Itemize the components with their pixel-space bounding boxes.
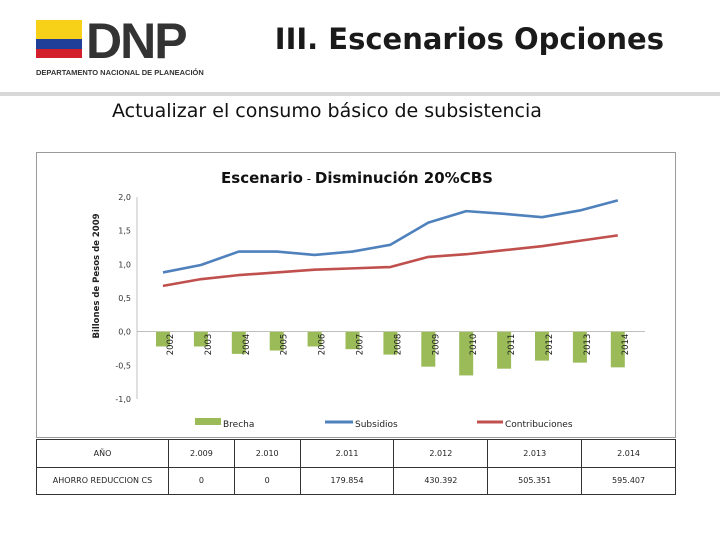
table-cell: 430.392 — [393, 466, 489, 495]
y-tick-label: 1,5 — [118, 227, 131, 236]
x-tick-label: 2013 — [583, 334, 593, 356]
table-cell: 505.351 — [487, 466, 583, 495]
legend-swatch-brecha — [195, 418, 221, 425]
line-contribuciones — [162, 234, 618, 288]
chart-container: Escenario - Disminución 20%CBS 2,0 1,5 1,0 0… — [36, 152, 676, 438]
table-cell: 2.012 — [393, 439, 489, 468]
y-tick-label: -1,0 — [115, 395, 131, 404]
x-tick-label: 2002 — [166, 334, 176, 356]
table-cell: AHORRO REDUCCION CS — [36, 466, 169, 495]
logo-text: DNP — [86, 13, 188, 69]
table-cell: 179.854 — [299, 466, 395, 495]
table-cell: 595.407 — [581, 466, 676, 495]
bar-brecha — [610, 331, 625, 368]
bar-brecha — [231, 331, 246, 354]
header: DNP DEPARTAMENTO NACIONAL DE PLANEACIÓN … — [0, 0, 720, 93]
bar-brecha — [383, 331, 398, 355]
table-header-row: AÑO 2.009 2.010 2.011 2.012 2.013 2.014 — [36, 439, 676, 468]
bar-brecha — [269, 331, 284, 351]
y-tick-label: 1,0 — [118, 260, 131, 269]
chart-title-part: Escenario — [221, 169, 303, 187]
bar-brecha — [307, 331, 322, 347]
table-cell: 0 — [233, 466, 301, 495]
table-cell: 2.014 — [581, 439, 676, 468]
legend-label-contribuciones: Contribuciones — [505, 420, 573, 430]
x-tick-label: 2011 — [507, 334, 517, 356]
legend-label-brecha: Brecha — [223, 420, 254, 430]
bar-brecha — [497, 331, 512, 369]
table-cell: 0 — [168, 466, 235, 495]
legend-label-subsidios: Subsidios — [355, 420, 398, 430]
bar-brecha — [459, 331, 474, 376]
chart-title: Escenario - Disminución 20%CBS — [221, 169, 493, 187]
dnp-logo: DNP DEPARTAMENTO NACIONAL DE PLANEACIÓN — [30, 13, 230, 82]
slide-subtitle: Actualizar el consumo básico de subsiste… — [112, 100, 542, 122]
bar-brecha — [535, 331, 549, 361]
bar-brecha — [156, 331, 170, 347]
savings-table: AÑO 2.009 2.010 2.011 2.012 2.013 2.014 … — [36, 439, 676, 495]
x-tick-label: 2006 — [318, 334, 328, 356]
x-tick-label: 2010 — [469, 334, 479, 356]
chart-title-part: - — [303, 172, 315, 186]
table-cell: 2.009 — [168, 439, 235, 468]
table-cell: 2.013 — [487, 439, 583, 468]
page-title: III. Escenarios Opciones — [274, 22, 664, 56]
x-tick-label: 2007 — [356, 334, 366, 356]
x-tick-label: 2004 — [242, 334, 252, 356]
x-tick-label: 2009 — [431, 334, 441, 356]
x-tick-label: 2014 — [621, 334, 631, 356]
chart-title-part: Disminución — [315, 169, 419, 187]
header-divider — [0, 92, 720, 96]
y-tick-label: 0,5 — [118, 294, 131, 303]
x-tick-label: 2003 — [204, 334, 214, 356]
table-cell: 2.010 — [233, 439, 301, 468]
table-cell: AÑO — [36, 439, 169, 468]
table-row: AHORRO REDUCCION CS 0 0 179.854 430.392 … — [36, 466, 676, 495]
bar-brecha — [421, 331, 436, 367]
table-cell: 2.011 — [299, 439, 395, 468]
bar-brecha — [345, 331, 360, 350]
x-tick-label: 2012 — [545, 334, 555, 356]
y-axis-label: Billones de Pesos de 2009 — [92, 213, 102, 338]
bar-brecha — [193, 331, 208, 347]
x-tick-label: 2008 — [393, 334, 403, 356]
line-subsidios — [162, 199, 619, 274]
colombia-flag-icon — [36, 20, 82, 58]
chart-svg: Escenario - Disminución 20%CBS 2,0 1,5 1,0 0… — [92, 169, 645, 430]
y-tick-label: 2,0 — [118, 193, 131, 202]
logo-subtitle: DEPARTAMENTO NACIONAL DE PLANEACIÓN — [36, 68, 204, 77]
y-tick-label: -0,5 — [115, 361, 131, 370]
bar-brecha — [572, 331, 587, 363]
x-tick-label: 2005 — [280, 334, 290, 356]
chart-title-part: 20%CBS — [419, 169, 493, 187]
y-tick-label: 0,0 — [118, 328, 131, 337]
